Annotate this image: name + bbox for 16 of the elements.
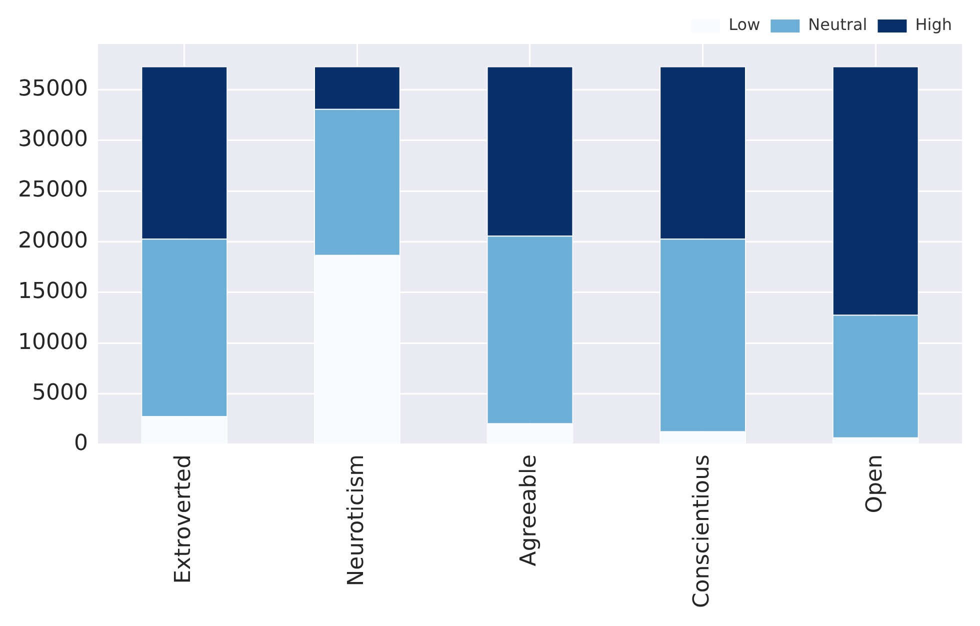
- y-tick-label: 5000: [32, 380, 88, 406]
- y-tick-label: 15000: [18, 279, 88, 304]
- x-tick-label: Extroverted: [171, 454, 196, 584]
- legend-label: Neutral: [808, 15, 868, 34]
- x-tick-label: Conscientious: [690, 454, 715, 608]
- legend-label: Low: [728, 15, 760, 34]
- x-tick-label: Open: [862, 454, 888, 514]
- y-tick-label: 0: [74, 431, 88, 456]
- x-tick-label: Neuroticism: [344, 454, 369, 586]
- y-tick-label: 25000: [18, 178, 88, 203]
- x-tick-label: Agreeable: [516, 454, 542, 566]
- y-tick-label: 10000: [18, 330, 88, 355]
- y-tick-label: 20000: [18, 228, 88, 254]
- y-tick-label: 35000: [18, 76, 88, 102]
- y-tick-label: 30000: [18, 127, 88, 152]
- legend-label: High: [915, 15, 952, 34]
